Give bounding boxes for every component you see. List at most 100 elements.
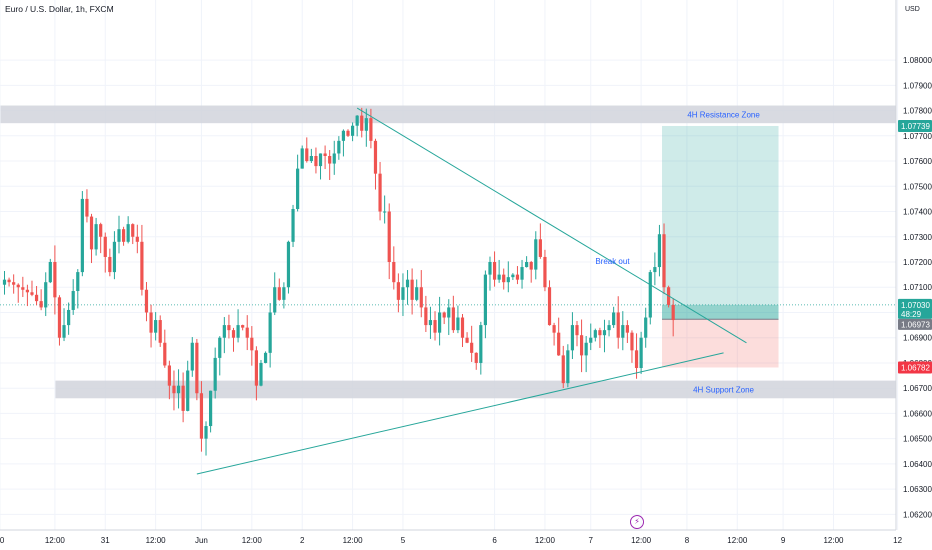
bear-candle [250, 338, 253, 351]
bull-candle [67, 310, 70, 325]
bear-candle [539, 239, 542, 257]
bear-candle [617, 312, 620, 337]
price-tick-label: 1.06300 [903, 485, 932, 494]
bull-candle [282, 287, 285, 300]
bull-candle [154, 320, 157, 333]
bull-candle [337, 141, 340, 154]
price-tick-label: 1.06200 [903, 510, 932, 519]
time-tick-label: 30 [0, 536, 5, 545]
price-tick-label: 1.07900 [903, 81, 932, 90]
time-tick-label: 2 [300, 536, 305, 545]
bull-candle [342, 131, 345, 141]
target-price-tag: 1.07739 [901, 122, 930, 131]
bear-candle [626, 325, 629, 333]
bear-candle [575, 325, 578, 335]
bear-candle [85, 199, 88, 217]
bull-candle [511, 275, 514, 278]
bull-candle [310, 156, 313, 161]
bear-candle [122, 229, 125, 242]
bear-candle [374, 141, 377, 174]
bull-candle [383, 212, 386, 213]
bull-candle [649, 272, 652, 317]
bear-candle [104, 237, 107, 257]
price-tick-label: 1.06500 [903, 435, 932, 444]
breakout-label: Break out [595, 257, 630, 266]
stop-price-tag: 1.06782 [901, 363, 930, 372]
time-tick-label: 12:00 [823, 536, 844, 545]
bear-candle [324, 153, 327, 156]
price-axis[interactable]: 1.08000 1.07900 1.07800 1.07700 1.07600 1.075… [896, 0, 932, 530]
replay-lightning-icon[interactable]: ⚡ [630, 515, 644, 529]
time-tick-label: 12 [893, 536, 902, 545]
bear-candle [40, 301, 43, 307]
bull-candle [585, 343, 588, 356]
open-pnl-zone [662, 305, 779, 319]
price-tick-label: 1.07100 [903, 283, 932, 292]
bull-candle [507, 277, 510, 282]
bear-candle [443, 312, 446, 317]
bull-candle [333, 153, 336, 163]
bull-candle [589, 338, 592, 343]
bear-candle [12, 282, 15, 285]
time-tick-label: 12:00 [727, 536, 748, 545]
bull-candle [612, 312, 615, 325]
bear-candle [140, 242, 143, 290]
bear-candle [548, 287, 551, 325]
bear-candle [672, 305, 675, 320]
bear-candle [411, 280, 414, 300]
bull-candle [603, 330, 606, 335]
bear-candle [172, 386, 175, 394]
bear-candle [7, 280, 10, 283]
bull-candle [113, 242, 116, 272]
bear-candle [232, 330, 235, 338]
bear-candle [131, 224, 134, 237]
support-zone-label: 4H Support Zone [693, 385, 754, 394]
bull-candle [356, 116, 359, 126]
price-tick-label: 1.07800 [903, 107, 932, 116]
bear-candle [145, 290, 148, 313]
bear-candle [502, 275, 505, 283]
bear-candle [662, 234, 665, 287]
bear-candle [21, 287, 24, 290]
bear-candle [200, 393, 203, 438]
time-tick-label: 12:00 [146, 536, 167, 545]
bear-candle [493, 262, 496, 280]
bear-candle [246, 328, 249, 338]
current-price-tag: 1.07030 [901, 301, 930, 310]
bull-candle [319, 153, 322, 166]
bull-candle [204, 426, 207, 439]
time-axis[interactable]: 30 12:00 31 12:00 Jun 12:00 2 12:00 5 6 12:00 7 12:0… [0, 530, 903, 545]
bull-candle [525, 262, 528, 267]
bear-candle [159, 320, 162, 343]
bear-candle [17, 285, 20, 288]
bear-candle [163, 343, 166, 366]
time-tick-label: 31 [101, 536, 110, 545]
bear-candle [195, 343, 198, 393]
bear-candle [346, 131, 349, 136]
bull-candle [296, 169, 299, 209]
price-tick-label: 1.07400 [903, 208, 932, 217]
bull-candle [644, 318, 647, 338]
bull-candle [44, 282, 47, 307]
sr-zone [1, 106, 897, 124]
bear-candle [475, 353, 478, 363]
entry-price-tag: 1.06973 [901, 320, 930, 329]
bull-candle [49, 262, 52, 282]
time-tick-label: 12:00 [631, 536, 652, 545]
bear-candle [465, 338, 468, 343]
symbol-title[interactable]: Euro / U.S. Dollar, 1h, FXCM [5, 4, 114, 14]
long-position-tool[interactable] [0, 126, 896, 368]
bear-candle [136, 237, 139, 242]
bear-candle [461, 318, 464, 338]
bear-candle [314, 156, 317, 166]
bull-candle [351, 126, 354, 136]
price-tick-label: 1.08000 [903, 56, 932, 65]
bear-candle [35, 295, 38, 301]
bull-candle [62, 325, 65, 338]
price-tick-label: 1.06400 [903, 460, 932, 469]
bull-candle [498, 275, 501, 280]
time-tick-label: 12:00 [45, 536, 66, 545]
bull-candle [209, 391, 212, 426]
